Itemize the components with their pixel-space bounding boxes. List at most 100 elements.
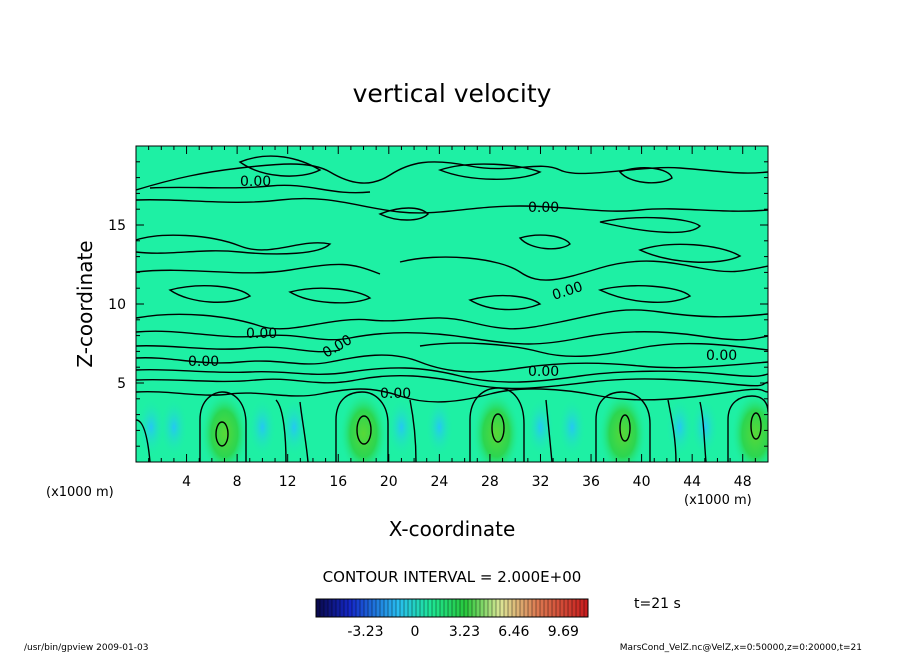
colorbar-cell [512,599,517,617]
x-tick-label: 40 [633,474,651,490]
x-tick-label: 28 [481,474,499,490]
colorbar-cell [580,599,585,617]
x-axis-label: X-coordinate [389,517,516,541]
colorbar-cell [376,599,381,617]
colorbar-cell [400,599,405,617]
updraft-region-1 [339,391,388,462]
colorbar-cell [492,599,497,617]
updraft-region-3 [598,391,647,462]
colorbar-cell [384,599,389,617]
colorbar-cell [508,599,513,617]
colorbar-cell [456,599,461,617]
colorbar-cell [428,599,433,617]
y-axis-label: Z-coordinate [73,240,97,367]
colorbar-cell [316,599,321,617]
contour-label-0: 0.00 [240,174,271,190]
colorbar-cell [544,599,549,617]
colorbar-cell [356,599,361,617]
colorbar-tick-label: -3.23 [347,624,383,640]
colorbar-tick-label: 3.23 [449,624,480,640]
colorbar-cell [340,599,345,617]
colorbar-cell [476,599,481,617]
colorbar-cell [324,599,329,617]
downdraft-region-4 [387,397,416,458]
chart-title: vertical velocity [353,79,552,108]
x-tick-label: 32 [532,474,550,490]
colorbar-cell [392,599,397,617]
colorbar-cell [520,599,525,617]
contour-label-3: 0.00 [246,326,277,342]
contour-label-7: 0.00 [380,386,411,402]
colorbar-cell [372,599,377,617]
colorbar-cell [560,599,565,617]
contour-label-1: 0.00 [528,200,559,216]
x-tick-label: 48 [734,474,752,490]
colorbar-cell [536,599,541,617]
contour-interval-text: CONTOUR INTERVAL = 2.000E+00 [323,568,582,586]
x-tick-label: 8 [233,474,242,490]
colorbar-cell [332,599,337,617]
contour-label-extra: 0.00 [706,348,737,364]
colorbar-cell [516,599,521,617]
colorbar-tick-label: 0 [410,624,419,640]
colorbar-cell [496,599,501,617]
colorbar-cell [336,599,341,617]
colorbar-cell [432,599,437,617]
downdraft-region-8 [665,397,694,458]
colorbar-cell [488,599,493,617]
colorbar-frame [315,598,589,618]
colorbar-cell [408,599,413,617]
colorbar-cell [556,599,561,617]
colorbar-cell [388,599,393,617]
colorbar-cell [576,599,581,617]
downdraft-region-7 [558,397,587,458]
colorbar-cell [448,599,453,617]
x-unit-left: (x1000 m) [46,485,114,500]
updraft-region-2 [472,391,521,462]
colorbar-cell [564,599,569,617]
colorbar-cell [436,599,441,617]
x-tick-label: 12 [279,474,297,490]
colorbar-tick-labels: -3.23 0 3.23 6.46 9.69 [347,624,579,640]
colorbar-cell [484,599,489,617]
colorbar-cell [584,599,589,617]
colorbar-cell [548,599,553,617]
x-tick-label: 20 [380,474,398,490]
y-tick-label: 15 [108,218,126,234]
colorbar-cell [412,599,417,617]
x-tick-label: 4 [182,474,191,490]
colorbar-cell [552,599,557,617]
colorbar-tick-label: 9.69 [548,624,579,640]
y-tick-label: 5 [117,376,126,392]
contour-label-4: 0.00 [188,354,219,370]
colorbar-cell [380,599,385,617]
colorbar-cell [320,599,325,617]
colorbar-cell [468,599,473,617]
colorbar-cell [532,599,537,617]
colorbar-cell [464,599,469,617]
updraft-region-4 [731,391,768,462]
colorbar-cell [540,599,545,617]
downdraft-region-0 [137,397,166,458]
colorbar-cell [480,599,485,617]
colorbar-cell [404,599,409,617]
colorbar-tick-label: 6.46 [498,624,529,640]
colorbar-cell [364,599,369,617]
colorbar-cell [424,599,429,617]
contour-lines [136,155,768,462]
colorbar-cell [368,599,373,617]
colorbar-cell [504,599,509,617]
colorbar-cell [344,599,349,617]
footer-left: /usr/bin/gpview 2009-01-03 [24,643,148,653]
downdraft-region-5 [425,397,454,458]
colorbar-cell [524,599,529,617]
downdraft-region-1 [159,397,188,458]
colorbar-cell [500,599,505,617]
colorbar-cell [452,599,457,617]
colorbar-cell [568,599,573,617]
colorbar-cell [328,599,333,617]
colorbar-cell [528,599,533,617]
